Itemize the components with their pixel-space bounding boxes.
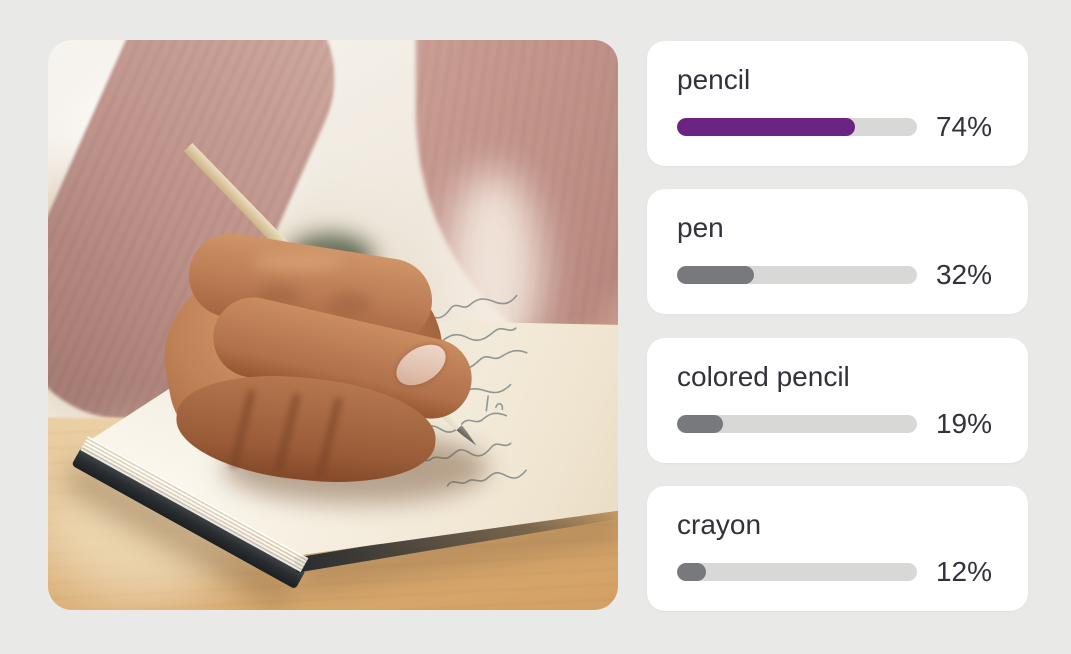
knuckle-shading	[328, 292, 372, 318]
confidence-bar-fill	[677, 118, 855, 137]
confidence-bar-track	[677, 118, 917, 137]
result-label: pencil	[677, 63, 751, 95]
result-label: colored pencil	[677, 360, 850, 392]
confidence-bar-track	[677, 563, 917, 582]
result-card-colored-pencil[interactable]: colored pencil 19%	[647, 337, 1028, 463]
confidence-bar-row: 19%	[677, 408, 992, 440]
confidence-percent: 12%	[935, 556, 992, 588]
result-card-pencil[interactable]: pencil 74%	[647, 41, 1028, 166]
confidence-percent: 74%	[935, 111, 992, 143]
confidence-percent: 32%	[935, 259, 992, 291]
confidence-bar-track	[677, 266, 917, 285]
result-card-pen[interactable]: pen 32%	[647, 189, 1028, 315]
confidence-percent: 19%	[935, 407, 992, 439]
confidence-bar-fill	[677, 563, 706, 582]
knuckle-highlight	[253, 252, 343, 272]
confidence-bar-track	[677, 414, 917, 433]
confidence-bar-row: 74%	[677, 111, 992, 143]
confidence-bar-row: 32%	[677, 259, 992, 291]
result-label: pen	[677, 212, 724, 244]
confidence-bar-row: 12%	[677, 556, 992, 588]
classification-results-list: pencil 74% pen 32% colored pencil	[647, 41, 1028, 611]
result-label: crayon	[677, 508, 762, 540]
confidence-bar-fill	[677, 414, 723, 433]
result-card-crayon[interactable]: crayon 12%	[647, 485, 1028, 611]
photo-writing-hand	[48, 40, 618, 610]
confidence-bar-fill	[677, 266, 754, 285]
